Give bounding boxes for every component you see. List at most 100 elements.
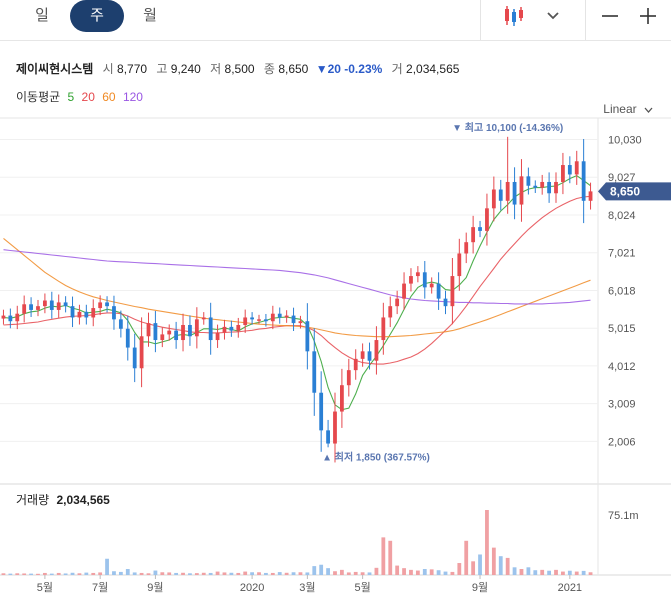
candle-body <box>146 323 151 337</box>
candle-body <box>574 161 579 175</box>
x-tick-label: 5월 <box>354 581 370 594</box>
volume-bar <box>98 572 103 575</box>
y-tick-label: 9,027 <box>608 172 636 184</box>
candle-body <box>353 358 358 371</box>
candle-body <box>526 176 531 186</box>
minus-icon[interactable] <box>596 0 624 32</box>
volume-bar <box>333 571 337 575</box>
candle-body <box>464 242 469 254</box>
candle-body <box>257 319 261 321</box>
candle-body <box>194 319 199 337</box>
ma-5-label[interactable]: 5 <box>67 90 75 104</box>
volume-bar <box>395 565 400 575</box>
plus-icon[interactable] <box>634 0 662 32</box>
volume-bar <box>471 561 476 575</box>
volume-bar <box>581 570 586 575</box>
candle-body <box>319 392 324 431</box>
candle-body <box>395 298 400 307</box>
volume-bar <box>36 573 40 575</box>
volume-bar <box>91 572 96 575</box>
candle-body <box>381 317 386 341</box>
candle-body <box>326 430 330 444</box>
tab-month[interactable]: 월 <box>143 7 157 24</box>
candle-body <box>374 340 379 361</box>
candle-body <box>49 300 54 310</box>
volume-bar <box>319 564 324 575</box>
volume-bar <box>8 573 13 575</box>
volume-bar <box>56 572 61 575</box>
candle-body <box>505 181 510 201</box>
x-tick-label: 2021 <box>558 582 582 594</box>
candle-body <box>422 272 427 288</box>
low-value: 8,500 <box>224 62 255 76</box>
ma-20-label[interactable]: 20 <box>81 90 95 104</box>
candle-body <box>132 347 137 369</box>
candle-body <box>415 272 420 277</box>
ma-60-label[interactable]: 60 <box>102 90 116 104</box>
volume-bar <box>77 573 82 575</box>
volume-bar <box>533 570 538 575</box>
candle-body <box>443 298 448 307</box>
ma-120-label[interactable]: 120 <box>122 90 143 104</box>
volume-bar <box>381 537 386 575</box>
volume-bar <box>84 572 89 575</box>
candle-body <box>588 191 593 201</box>
volume-bar <box>505 557 510 575</box>
volume-bar <box>132 572 137 575</box>
volume-bar <box>208 572 213 575</box>
candle-body <box>547 181 552 194</box>
high-annotation: ▼ 최고 10,100 (-14.36%) <box>452 121 563 134</box>
tab-week[interactable]: 주 <box>70 0 124 32</box>
volume-bar <box>561 571 565 575</box>
volume-bar <box>284 572 289 575</box>
change-percent: -0.23% <box>344 62 383 76</box>
close-value: 8,650 <box>278 62 309 76</box>
volume-bar <box>270 572 275 575</box>
volume-bar <box>498 556 503 575</box>
x-tick-label: 7월 <box>92 581 108 594</box>
volume-bar <box>402 568 406 575</box>
quote-summary: 제이씨현시스템 시 8,770 고 9,240 저 8,500 종 8,650 … <box>16 60 459 77</box>
scale-mode-button[interactable]: Linear <box>603 102 653 116</box>
candle-body <box>243 317 248 325</box>
volume-bar <box>409 569 413 575</box>
volume-bar <box>49 573 54 575</box>
candle-body <box>222 326 227 333</box>
volume-label: 거 <box>391 62 403 76</box>
volume-bar <box>512 567 517 575</box>
candle-body <box>112 306 116 320</box>
candle-body <box>70 306 75 318</box>
candle-body <box>42 300 47 307</box>
volume-bar <box>491 547 496 575</box>
volume-bar <box>1 573 6 575</box>
volume-bar <box>22 573 27 575</box>
volume-bar <box>63 573 68 575</box>
y-tick-label: 2,006 <box>608 436 636 448</box>
x-tick-label: 9월 <box>147 581 163 594</box>
change-value: ▼20 <box>315 62 341 76</box>
volume-bar <box>139 572 144 575</box>
candlestick-icon[interactable] <box>498 0 530 32</box>
candle-body <box>36 306 40 310</box>
toolbar-divider <box>480 0 481 40</box>
volume-bar <box>540 569 545 575</box>
volume-bar <box>125 569 130 575</box>
candle-body <box>118 319 123 329</box>
volume-bar <box>367 572 372 575</box>
candle-body <box>270 313 275 322</box>
volume-bar <box>153 570 158 575</box>
volume-bar <box>339 569 344 575</box>
candle-body <box>491 189 496 209</box>
volume-bar <box>422 569 427 575</box>
volume-bar <box>326 568 330 575</box>
candle-body <box>201 317 206 320</box>
candle-body <box>277 313 282 318</box>
chevron-down-icon[interactable] <box>540 0 566 32</box>
tab-day[interactable]: 일 <box>35 7 49 24</box>
volume-bar <box>215 571 220 575</box>
period-tabs: 일 주 월 <box>0 0 671 32</box>
volume-bar <box>312 566 317 575</box>
candle-body <box>409 276 413 284</box>
candle-body <box>63 302 68 307</box>
volume-title: 거래량 <box>16 493 50 507</box>
